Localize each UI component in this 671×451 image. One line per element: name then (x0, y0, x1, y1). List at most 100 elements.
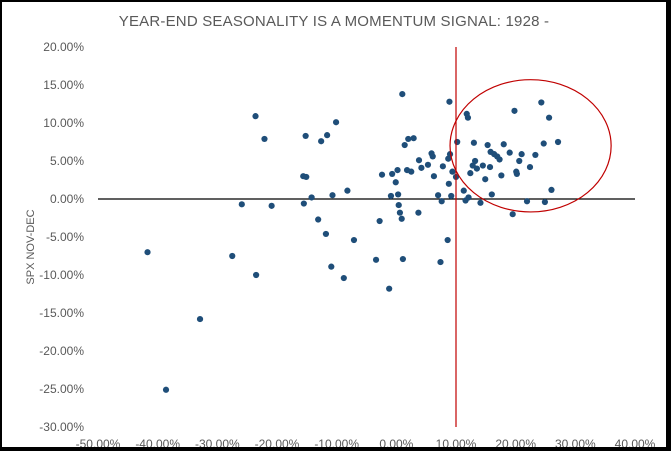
data-point (518, 151, 525, 158)
data-point (513, 170, 520, 178)
data-point (344, 187, 351, 194)
data-point (395, 201, 402, 209)
data-point (471, 157, 479, 165)
y-tick-label: 5.00% (50, 154, 84, 168)
x-tick-labels: -50.00% -40.00% -30.00% -20.00% -10.00% 0.00%… (76, 437, 656, 447)
data-point (302, 132, 309, 140)
data-point (541, 198, 549, 206)
y-tick-labels: 20.00% 15.00% 10.00% 5.00% 0.00% -5.00% -10.00… (39, 40, 84, 434)
data-point (387, 192, 395, 200)
data-point (322, 230, 330, 238)
x-tick-label: -40.00% (135, 437, 180, 447)
y-tick-label: -10.00% (39, 268, 84, 282)
data-point (392, 179, 399, 186)
data-point (405, 135, 412, 143)
data-point (389, 170, 396, 178)
data-point (435, 192, 442, 199)
x-tick-label: -50.00% (76, 437, 121, 447)
data-point (523, 198, 531, 205)
data-point (300, 200, 307, 207)
data-point (253, 271, 260, 279)
y-tick-label: -15.00% (39, 306, 84, 320)
data-point (372, 256, 380, 263)
data-point (408, 168, 415, 175)
data-point (479, 162, 486, 169)
data-point (229, 252, 236, 260)
data-point (500, 141, 507, 148)
data-point (418, 164, 425, 171)
data-point (324, 132, 331, 139)
chart-title: YEAR-END SEASONALITY IS A MOMENTUM SIGNA… (119, 13, 549, 30)
data-point (410, 135, 417, 142)
data-point (162, 386, 170, 393)
data-point (449, 168, 456, 175)
data-point (378, 171, 386, 178)
scatter-chart: YEAR-END SEASONALITY IS A MOMENTUM SIGNA… (25, 13, 656, 447)
data-point (444, 236, 451, 244)
data-point (394, 167, 401, 174)
data-point (482, 176, 489, 183)
data-point (511, 107, 518, 114)
data-point (318, 138, 325, 145)
data-point (470, 139, 477, 146)
y-axis-label: SPX NOV-DEC (25, 209, 37, 284)
x-tick-label: 30.00% (555, 437, 596, 447)
data-point (464, 114, 472, 121)
data-point (545, 114, 553, 121)
data-point (473, 165, 480, 172)
data-point (399, 255, 406, 263)
y-tick-label: -20.00% (39, 344, 84, 358)
y-tick-label: 0.00% (50, 192, 84, 206)
data-point (467, 170, 474, 177)
data-point (532, 151, 539, 159)
data-point (439, 163, 446, 170)
data-point (486, 163, 494, 171)
data-point (350, 236, 358, 244)
data-point (396, 209, 404, 216)
data-point (488, 191, 495, 198)
data-point (538, 99, 545, 106)
data-point (340, 274, 347, 282)
y-tick-label: 15.00% (43, 78, 84, 92)
x-tick-label: -20.00% (255, 437, 300, 447)
x-tick-label: 0.00% (379, 437, 413, 447)
data-point (446, 98, 453, 105)
data-point (460, 187, 467, 194)
data-point (395, 191, 402, 198)
data-point (415, 157, 423, 164)
data-point (196, 315, 204, 323)
data-point (332, 119, 340, 126)
data-point (329, 192, 336, 199)
data-point (445, 180, 452, 187)
data-point (268, 202, 275, 209)
x-tick-label: -10.00% (314, 437, 359, 447)
data-points (144, 91, 562, 393)
data-point (415, 209, 422, 216)
y-tick-label: -25.00% (39, 382, 84, 396)
y-tick-label: -5.00% (46, 230, 84, 244)
data-point (252, 113, 259, 120)
x-tick-label: -30.00% (195, 437, 240, 447)
data-point (548, 186, 555, 193)
data-point (430, 173, 438, 180)
x-tick-label: 10.00% (436, 437, 477, 447)
data-point (401, 141, 408, 149)
data-point (498, 172, 505, 179)
x-tick-label: 40.00% (615, 437, 656, 447)
data-point (506, 149, 513, 156)
data-point (238, 201, 245, 208)
data-point (465, 194, 472, 201)
y-tick-label: 10.00% (43, 116, 84, 130)
data-point (399, 91, 406, 98)
data-point (477, 199, 484, 206)
data-point (526, 163, 534, 171)
data-point (496, 156, 503, 163)
data-point (448, 192, 455, 200)
data-point (454, 138, 461, 146)
data-point (446, 151, 454, 158)
data-point (509, 211, 516, 218)
data-point (315, 216, 322, 223)
data-point (438, 198, 445, 205)
data-point (308, 194, 315, 201)
